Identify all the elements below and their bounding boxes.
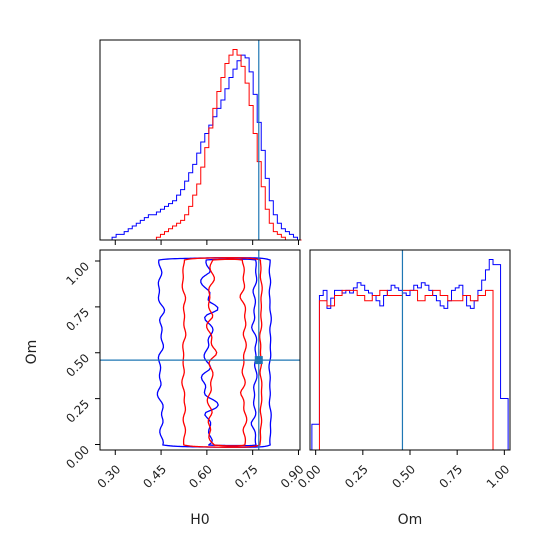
om-xtick-label-1: 0.25 <box>342 462 371 491</box>
om-histogram-marks <box>311 250 509 450</box>
om-xtick-label-4: 1.00 <box>484 462 513 491</box>
y-axis-label-om: Om <box>24 340 40 365</box>
om-hist-series-1 <box>311 289 509 450</box>
joint-truth-marker <box>254 356 263 365</box>
h0-histogram-frame <box>99 39 301 241</box>
joint-ytick-label-2: 0.50 <box>63 351 92 380</box>
joint-frame <box>99 249 301 451</box>
joint-xtick-label-1: 0.45 <box>140 462 169 491</box>
om-histogram-panel: 0.00 0.25 0.50 0.75 1.00 Om <box>295 249 512 528</box>
joint-ytick-label-1: 0.25 <box>63 397 92 426</box>
joint-contour-panel: 0.30 0.45 0.60 0.75 0.900.000.250.500.751.00… <box>24 249 307 528</box>
red-contour-0 <box>181 257 263 448</box>
h0-hist-series-0 <box>100 54 302 241</box>
joint-xtick-label-2: 0.60 <box>186 462 215 491</box>
joint-contours <box>156 257 272 448</box>
joint-xtick-label-3: 0.75 <box>232 462 261 491</box>
x-axis-label-om: Om <box>398 512 423 528</box>
x-axis-label-h0: H0 <box>190 512 209 528</box>
red-contour-1 <box>206 258 248 447</box>
om-xtick-label-3: 0.75 <box>436 462 465 491</box>
om-xtick-label-2: 0.50 <box>389 462 418 491</box>
joint-ytick-label-0: 0.00 <box>63 443 92 472</box>
joint-ytick-label-4: 1.00 <box>63 259 92 288</box>
om-histogram-ticks: 0.00 0.25 0.50 0.75 1.00 <box>295 450 512 491</box>
h0-histogram-marks <box>100 40 302 241</box>
joint-xtick-label-0: 0.30 <box>95 462 124 491</box>
om-histogram-frame <box>309 249 511 451</box>
joint-ytick-label-3: 0.75 <box>63 305 92 334</box>
joint-contour-marks <box>100 250 300 450</box>
h0-histogram-ticks <box>114 240 299 245</box>
h0-histogram-panel <box>99 39 302 245</box>
om-hist-series-0 <box>311 259 509 450</box>
